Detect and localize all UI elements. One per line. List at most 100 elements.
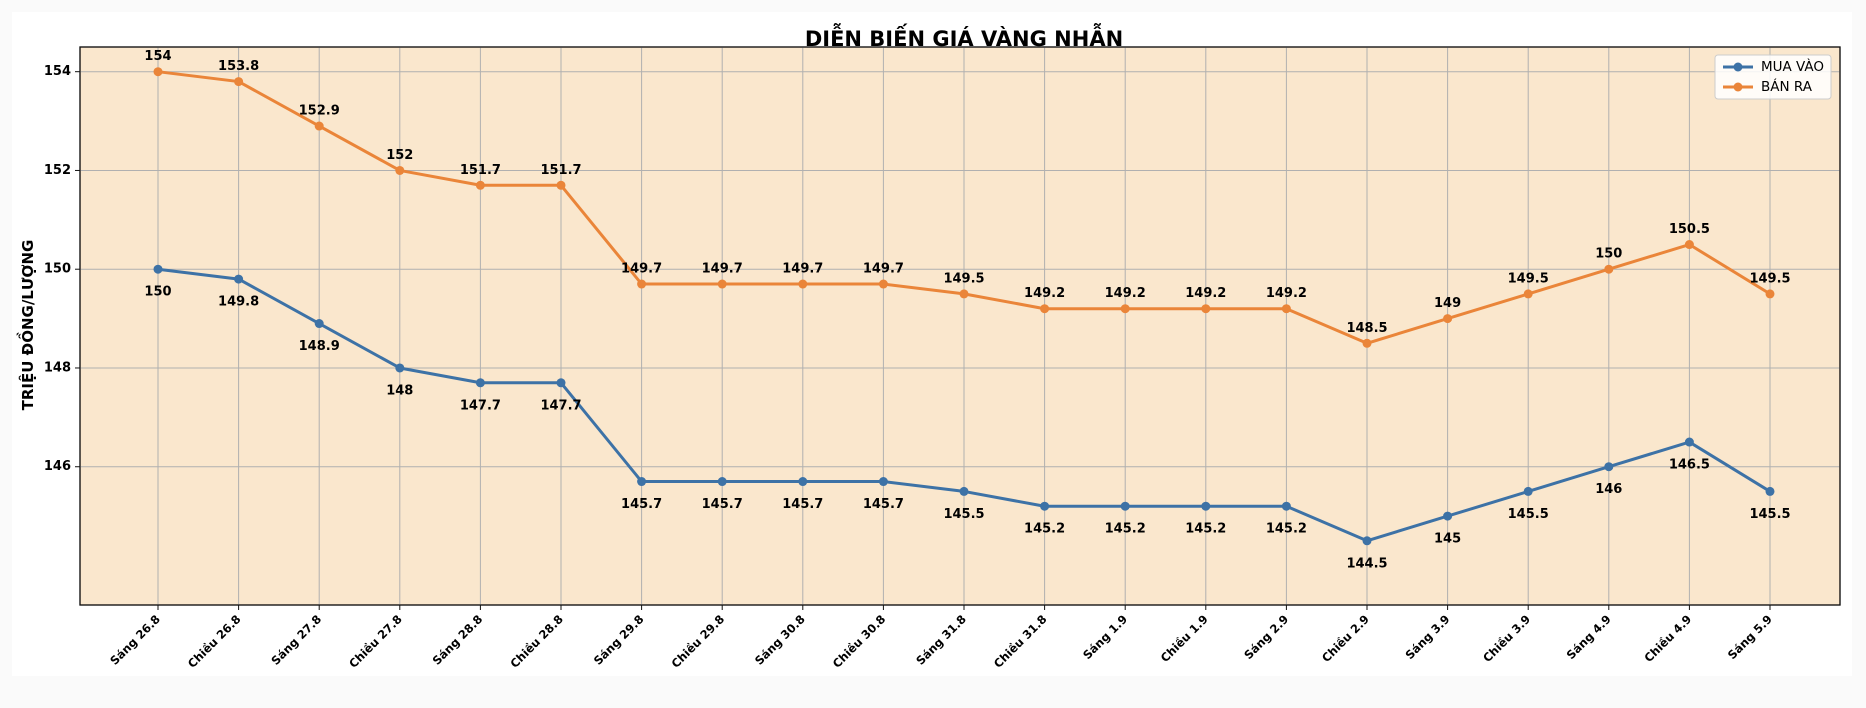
data-point-ban-ra [314, 121, 324, 131]
data-point-mua-vao [395, 363, 405, 373]
x-tick-label: Sáng 4.9 [1564, 612, 1614, 662]
data-label-mua-vao: 145.2 [1024, 522, 1065, 537]
data-label-ban-ra: 149.2 [1105, 286, 1146, 301]
x-tick-label: Chiều 31.8 [991, 612, 1050, 671]
x-tick-label: Sáng 2.9 [1241, 612, 1291, 662]
data-point-mua-vao [1604, 462, 1614, 472]
data-label-ban-ra: 149.2 [1185, 286, 1226, 301]
data-label-ban-ra: 152 [386, 148, 413, 163]
data-label-ban-ra: 149.7 [782, 262, 823, 277]
x-tick-label: Chiều 26.8 [185, 612, 244, 671]
x-tick-label: Sáng 29.8 [591, 612, 647, 668]
data-point-mua-vao [475, 378, 485, 388]
data-point-ban-ra [234, 77, 244, 87]
data-label-ban-ra: 154 [144, 49, 171, 64]
data-point-mua-vao [637, 477, 647, 487]
series-layer: 150 149.8 148.9 148 147.7 147.7 145.7 145.7 145.… [144, 49, 1790, 571]
plot-area [79, 46, 1841, 606]
grid [80, 47, 1840, 605]
data-point-ban-ra [1765, 289, 1775, 299]
data-label-mua-vao: 145.2 [1266, 522, 1307, 537]
data-label-mua-vao: 146 [1595, 482, 1622, 497]
data-label-mua-vao: 149.8 [218, 295, 259, 310]
data-point-ban-ra [959, 289, 969, 299]
data-label-mua-vao: 145.7 [702, 497, 743, 512]
x-tick-label: Chiều 2.9 [1319, 612, 1372, 665]
y-axis-label: TRIỆU ĐỒNG/LƯỢNG [15, 240, 37, 411]
chart-frame: DIỄN BIẾN GIÁ VÀNG NHẪN TRIỆU ĐỒNG/LƯỢNG… [12, 12, 1852, 676]
series-mua-vao: 150 149.8 148.9 148 147.7 147.7 145.7 145.7 145.… [144, 264, 1791, 571]
y-tick-label: 150 [44, 262, 71, 277]
data-label-ban-ra: 149.5 [1508, 271, 1549, 286]
x-tick-label: Sáng 30.8 [752, 612, 808, 668]
legend-label-mua-vao: MUA VÀO [1761, 58, 1824, 75]
x-tick-label: Chiều 1.9 [1158, 612, 1211, 665]
data-point-ban-ra [1523, 289, 1533, 299]
data-point-ban-ra [878, 279, 888, 289]
data-point-mua-vao [1684, 437, 1694, 447]
data-point-mua-vao [1765, 486, 1775, 496]
data-label-mua-vao: 145.5 [943, 507, 984, 522]
data-label-mua-vao: 145.5 [1508, 507, 1549, 522]
data-point-mua-vao [153, 264, 163, 274]
x-tick-label: Chiều 30.8 [830, 612, 889, 671]
data-point-ban-ra [717, 279, 727, 289]
data-label-mua-vao: 145.5 [1749, 507, 1790, 522]
data-label-mua-vao: 147.7 [460, 398, 501, 413]
data-label-mua-vao: 148 [386, 383, 413, 398]
data-point-ban-ra [556, 180, 566, 190]
data-label-ban-ra: 149.7 [702, 262, 743, 277]
data-label-mua-vao: 145.2 [1105, 522, 1146, 537]
data-label-ban-ra: 149.7 [621, 262, 662, 277]
legend: MUA VÀO BÁN RA [1714, 54, 1832, 100]
data-label-ban-ra: 153.8 [218, 59, 259, 74]
data-label-ban-ra: 148.5 [1346, 321, 1387, 336]
data-point-ban-ra [1040, 304, 1050, 314]
series-ban-ra: 154 153.8 152.9 152 151.7 151.7 149.7 149.7 149.… [144, 49, 1791, 348]
legend-marker-mua-vao [1733, 62, 1743, 72]
data-label-mua-vao: 150 [144, 285, 171, 300]
data-label-ban-ra: 149 [1434, 296, 1461, 311]
data-label-ban-ra: 149.5 [1749, 271, 1790, 286]
x-tick-label: Sáng 1.9 [1080, 612, 1130, 662]
data-label-ban-ra: 152.9 [299, 104, 340, 119]
data-label-mua-vao: 146.5 [1669, 458, 1710, 473]
x-tick-label: Chiều 4.9 [1641, 612, 1694, 665]
data-label-mua-vao: 147.7 [540, 398, 581, 413]
data-point-mua-vao [717, 477, 727, 487]
data-point-ban-ra [1604, 264, 1614, 274]
y-tick-label: 154 [44, 64, 71, 79]
x-tick-label: Chiều 28.8 [507, 612, 566, 671]
data-point-mua-vao [556, 378, 566, 388]
data-point-mua-vao [1201, 501, 1211, 511]
data-point-mua-vao [1523, 486, 1533, 496]
data-point-mua-vao [314, 319, 324, 329]
x-tick-label: Sáng 3.9 [1402, 612, 1452, 662]
data-point-ban-ra [1281, 304, 1291, 314]
x-tick-label: Chiều 3.9 [1480, 612, 1533, 665]
x-tick-label: Chiều 27.8 [346, 612, 405, 671]
data-label-ban-ra: 150 [1595, 247, 1622, 262]
data-point-mua-vao [1443, 511, 1453, 521]
data-label-mua-vao: 145.7 [782, 497, 823, 512]
data-label-ban-ra: 149.7 [863, 262, 904, 277]
x-tick-label: Sáng 31.8 [913, 612, 969, 668]
data-point-mua-vao [1281, 501, 1291, 511]
data-point-mua-vao [234, 274, 244, 284]
data-label-mua-vao: 145.7 [863, 497, 904, 512]
y-axis-ticks: 146 148 150 152 154 [44, 64, 80, 474]
x-tick-label: Chiều 29.8 [669, 612, 728, 671]
y-tick-label: 152 [44, 163, 71, 178]
data-label-ban-ra: 151.7 [540, 163, 581, 178]
data-label-ban-ra: 149.2 [1266, 286, 1307, 301]
data-point-mua-vao [798, 477, 808, 487]
data-point-ban-ra [637, 279, 647, 289]
data-point-ban-ra [1443, 314, 1453, 324]
data-point-ban-ra [1120, 304, 1130, 314]
data-point-ban-ra [1362, 338, 1372, 348]
data-label-mua-vao: 145.7 [621, 497, 662, 512]
data-label-mua-vao: 148.9 [299, 339, 340, 354]
x-tick-label: Sáng 28.8 [430, 612, 486, 668]
data-point-ban-ra [475, 180, 485, 190]
data-point-mua-vao [1040, 501, 1050, 511]
